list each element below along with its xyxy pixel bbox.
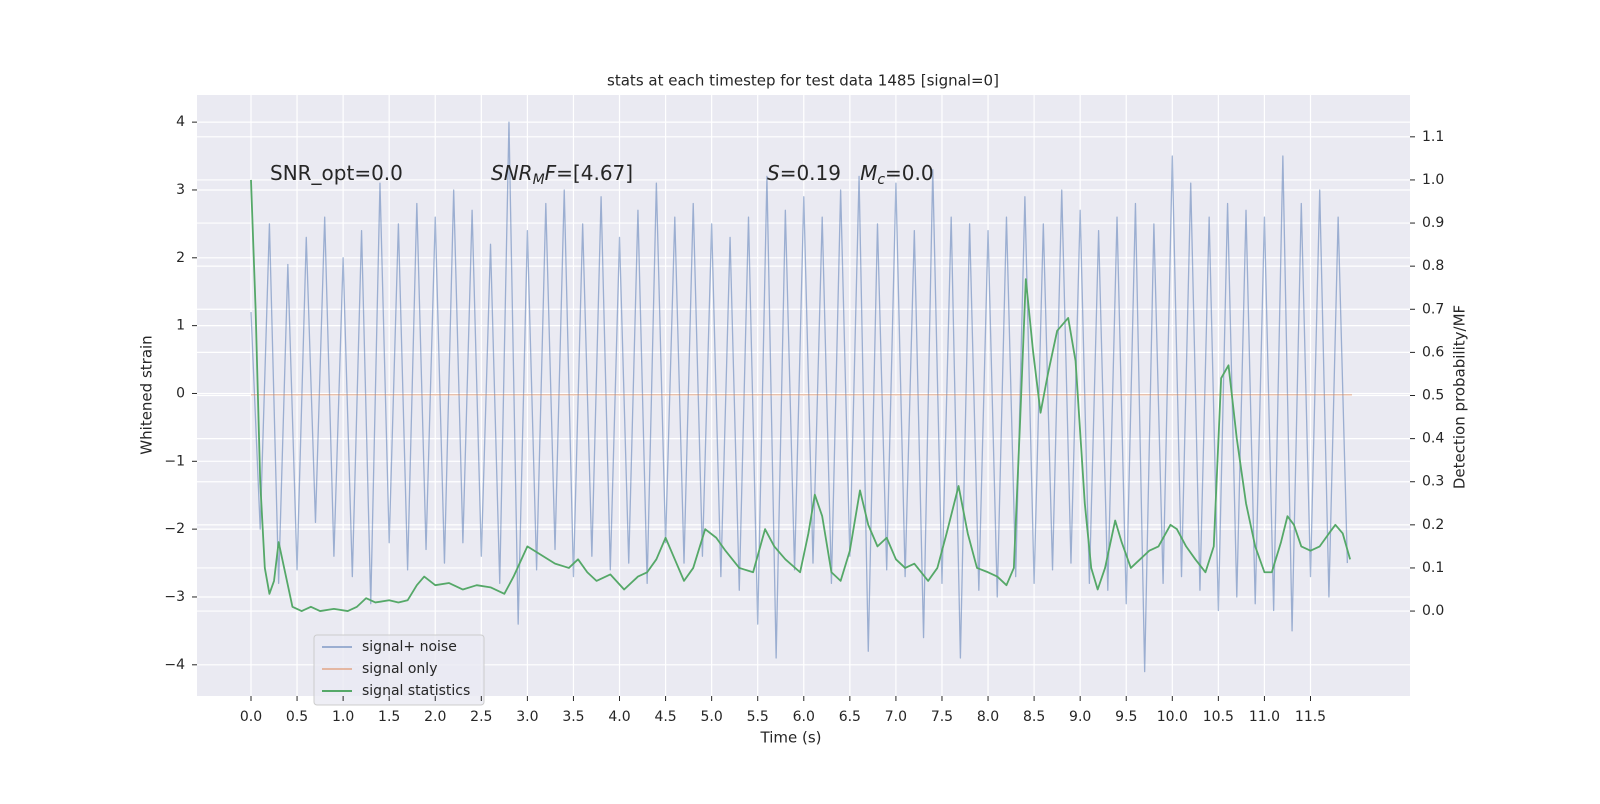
x-tick-label: 2.0 [424, 709, 446, 725]
y-tick-label: 4 [176, 114, 185, 130]
x-tick-label: 8.5 [1023, 709, 1045, 725]
x-tick-label: 4.5 [654, 709, 676, 725]
annotation-part: S [767, 161, 780, 185]
x-tick-label: 1.0 [332, 709, 354, 725]
x-tick-label: 5.0 [701, 709, 723, 725]
x-tick-label: 0.0 [240, 709, 262, 725]
legend-label: signal only [362, 661, 437, 677]
x-tick-label: 9.0 [1069, 709, 1091, 725]
legend: signal+ noise signal only signal statistic… [313, 634, 485, 706]
y2-tick-label: 0.2 [1422, 517, 1444, 533]
legend-label: signal+ noise [362, 639, 457, 655]
x-tick-label: 0.5 [286, 709, 308, 725]
y2-tick-label: 0.7 [1422, 301, 1444, 317]
y2-tick-label: 1.0 [1422, 172, 1444, 188]
x-tick-label: 5.5 [747, 709, 769, 725]
x-tick-label: 6.5 [839, 709, 861, 725]
y-tick-label: −2 [164, 521, 185, 537]
x-tick-label: 10.5 [1203, 709, 1234, 725]
y2-tick-label: 0.4 [1422, 431, 1444, 447]
annotation: S=0.19 Mc=0.0 [767, 161, 934, 188]
y-tick-label: 2 [176, 250, 185, 266]
annotation-part: M [533, 172, 545, 188]
annotation-part: =0.0 [885, 161, 934, 185]
x-tick-label: 10.0 [1157, 709, 1188, 725]
y2-tick-label: 0.6 [1422, 344, 1444, 360]
series-line [250, 179, 1351, 612]
x-tick-label: 2.5 [470, 709, 492, 725]
annotation: SNR_opt=0.0 [270, 161, 403, 185]
y2-tick-label: 0.9 [1422, 215, 1444, 231]
y-tick-label: −4 [164, 657, 185, 673]
y-tick-label: 3 [176, 182, 185, 198]
legend-box [313, 634, 485, 706]
annotation-part: =[4.67] [556, 161, 633, 185]
annotation-part: =0.19 [780, 161, 860, 185]
chart-title: stats at each timestep for test data 148… [607, 72, 999, 90]
x-tick-label: 7.5 [931, 709, 953, 725]
y-axis-label: Whitened strain [138, 335, 156, 454]
y-tick-label: 1 [176, 318, 185, 334]
annotation-part: M [860, 161, 877, 185]
annotation-part: c [877, 172, 885, 188]
annotation-part: SNR [491, 161, 533, 185]
x-tick-label: 8.0 [977, 709, 999, 725]
marks [250, 121, 1352, 673]
annotation-part: F [545, 161, 557, 185]
x-tick-label: 11.0 [1249, 709, 1280, 725]
x-tick-label: 6.0 [793, 709, 815, 725]
annotation: SNRMF=[4.67] [491, 161, 633, 188]
y2-tick-label: 0.1 [1422, 560, 1444, 576]
x-tick-label: 7.0 [885, 709, 907, 725]
y2-tick-label: 1.1 [1422, 129, 1444, 145]
x-tick-label: 9.5 [1115, 709, 1137, 725]
y2-axis-label: Detection probability/MF [1451, 305, 1469, 489]
y-tick-label: −1 [164, 453, 185, 469]
y2-tick-label: 0.5 [1422, 388, 1444, 404]
x-tick-label: 1.5 [378, 709, 400, 725]
x-tick-label: 11.5 [1295, 709, 1326, 725]
annotation-part: SNR_opt=0.0 [270, 161, 403, 185]
y2-tick-label: 0.8 [1422, 258, 1444, 274]
annotations: SNR_opt=0.0 SNRMF=[4.67] S=0.19 Mc=0.0 [270, 161, 934, 188]
y-tick-label: 0 [176, 385, 185, 401]
y2-tick-label: 0.0 [1422, 603, 1444, 619]
x-axis-label: Time (s) [760, 729, 822, 747]
legend-label: signal statistics [362, 683, 470, 699]
x-tick-label: 3.5 [562, 709, 584, 725]
x-tick-label: 3.0 [516, 709, 538, 725]
series-line [250, 121, 1348, 673]
y2-tick-label: 0.3 [1422, 474, 1444, 490]
y-tick-label: −3 [164, 589, 185, 605]
x-tick-label: 4.0 [608, 709, 630, 725]
